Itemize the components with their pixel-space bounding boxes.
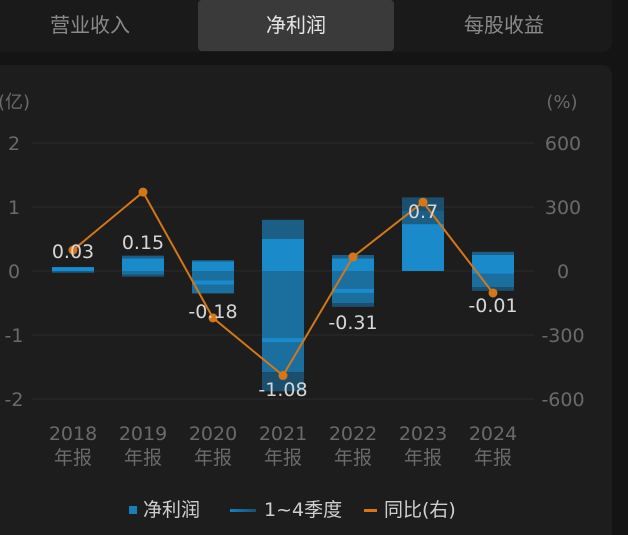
right-tick-label: 0	[557, 261, 569, 283]
quarter-segment	[192, 261, 234, 271]
right-axis-unit: (%)	[546, 92, 577, 113]
bar-series	[52, 197, 514, 392]
quarter-segment	[52, 271, 94, 272]
bar-group	[192, 260, 234, 294]
bar-value-label: 0.15	[122, 232, 164, 254]
tab-revenue[interactable]: 营业收入	[50, 13, 130, 37]
x-tick-year: 2020	[189, 423, 237, 445]
x-tick-year: 2019	[119, 423, 167, 445]
yoy-point	[208, 313, 218, 323]
bar-group	[122, 255, 164, 277]
right-tick-label: 600	[545, 133, 581, 155]
x-tick-period: 年报	[264, 447, 302, 469]
quarter-segment	[192, 260, 234, 262]
yoy-point	[348, 252, 358, 262]
x-tick-period: 年报	[404, 447, 442, 469]
quarter-segment	[122, 271, 164, 275]
quarter-segment	[122, 255, 164, 259]
x-tick-year: 2018	[49, 423, 97, 445]
x-tick-year: 2024	[469, 423, 517, 445]
net-profit-marker	[122, 259, 164, 264]
bar-value-label: -0.18	[188, 301, 237, 323]
x-tick-year: 2023	[399, 423, 447, 445]
quarter-segment	[122, 274, 164, 277]
yoy-swatch-icon	[364, 509, 377, 512]
x-tick-period: 年报	[54, 447, 92, 469]
legend-quarters[interactable]: 1~4季度	[264, 499, 343, 521]
tab-eps[interactable]: 每股收益	[464, 13, 544, 37]
yoy-point	[488, 288, 498, 298]
quarter-segment	[262, 239, 304, 271]
quarter-segment	[332, 258, 374, 271]
left-tick-label: -2	[5, 389, 24, 411]
quarter-segment	[52, 271, 94, 273]
quarter-segment	[402, 226, 444, 271]
right-tick-label: 300	[545, 197, 581, 219]
quarter-segment	[262, 219, 304, 239]
quarters-swatch-icon	[230, 509, 256, 512]
net-profit-marker	[192, 280, 234, 285]
x-tick-period: 年报	[474, 447, 512, 469]
legend-net-profit[interactable]: 净利润	[143, 499, 201, 521]
value-labels: 0.03 0.15 -0.18 -1.08 -0.31 0.7 -0.01	[52, 201, 518, 401]
yoy-point	[138, 187, 148, 197]
quarter-segment	[332, 271, 374, 303]
x-tick-period: 年报	[124, 447, 162, 469]
x-tick-period: 年报	[194, 447, 232, 469]
quarter-segment	[472, 255, 514, 271]
yoy-point	[418, 197, 428, 207]
quarter-segment	[332, 303, 374, 307]
net-profit-marker	[332, 288, 374, 293]
bar-group	[262, 219, 304, 392]
quarter-segment	[472, 251, 514, 255]
x-tick-period: 年报	[334, 447, 372, 469]
bar-group	[52, 267, 94, 273]
bar-value-label: -0.01	[468, 295, 517, 317]
tab-net-profit[interactable]: 净利润	[198, 0, 394, 51]
left-tick-label: -1	[5, 325, 24, 347]
right-tick-label: -300	[541, 325, 584, 347]
bar-value-label: -1.08	[258, 379, 307, 401]
net-profit-chart: (亿) (%) 2 1 0 -1 -2 600 300 0 -300 -600 0.03 0.15…	[0, 92, 585, 469]
quarter-segment	[472, 271, 514, 287]
bar-value-label: -0.31	[328, 312, 377, 334]
right-tick-label: -600	[541, 389, 584, 411]
net-profit-marker	[52, 267, 94, 272]
legend-yoy[interactable]: 同比(右)	[384, 499, 456, 521]
yoy-point	[68, 245, 78, 255]
yoy-line-series	[68, 187, 498, 381]
quarter-segment	[262, 271, 304, 373]
x-tick-year: 2021	[259, 423, 307, 445]
bar-value-label: 0.7	[408, 201, 438, 223]
x-tick-year: 2022	[329, 423, 377, 445]
net-profit-marker	[402, 224, 444, 229]
left-tick-label: 1	[8, 197, 20, 219]
quarter-segment	[262, 372, 304, 392]
chart-legend: 净利润 1~4季度 同比(右)	[0, 495, 628, 525]
net-profit-marker	[262, 338, 304, 343]
metric-tabs: 营业收入 净利润 每股收益	[0, 0, 612, 52]
x-axis-ticks: 2018年报2019年报2020年报2021年报2022年报2023年报2024…	[49, 423, 517, 469]
bar-value-label: 0.03	[52, 241, 94, 263]
yoy-point	[278, 371, 288, 381]
net-profit-swatch-icon	[129, 506, 137, 514]
left-tick-label: 0	[8, 261, 20, 283]
net-profit-marker	[472, 269, 514, 274]
right-axis-ticks: 600 300 0 -300 -600	[541, 133, 584, 411]
left-axis-unit: (亿)	[0, 92, 30, 113]
left-axis-ticks: 2 1 0 -1 -2	[5, 133, 24, 411]
bar-group	[472, 251, 514, 291]
left-tick-label: 2	[8, 133, 20, 155]
